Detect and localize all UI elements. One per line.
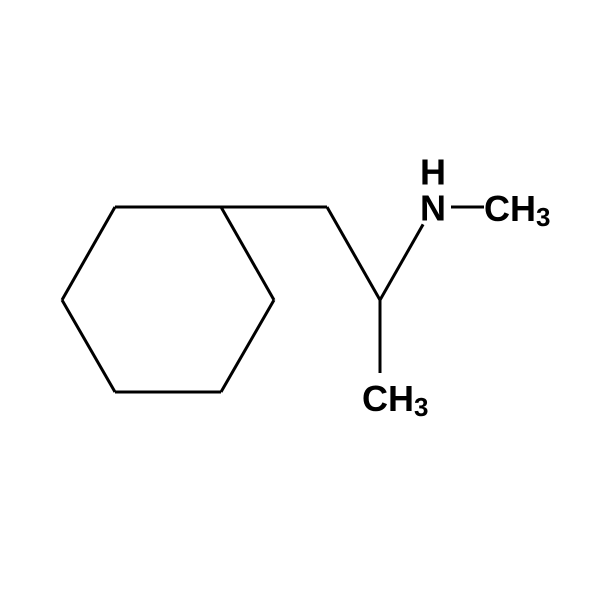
atom-label-nitrogen: N <box>420 188 446 229</box>
atom-label-hydrogen: H <box>420 152 446 193</box>
atom-label-methyl-right: CH3 <box>484 188 550 232</box>
molecule-diagram: NH CH3 CH3 <box>0 0 600 600</box>
atom-label-methyl-lower: CH3 <box>362 378 428 422</box>
labels-layer: NH CH3 CH3 <box>362 152 550 422</box>
bonds-layer <box>62 207 484 392</box>
